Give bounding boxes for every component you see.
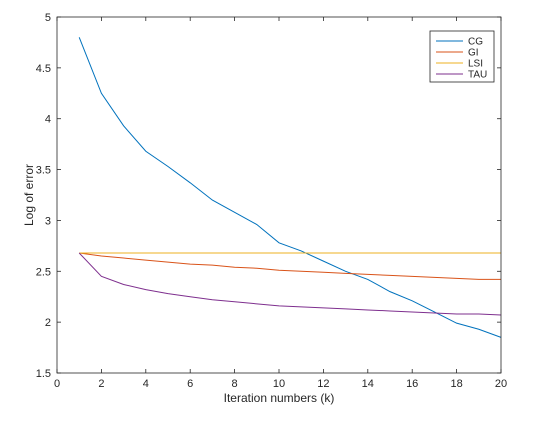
legend-label-tau: TAU [468,70,487,81]
x-axis-label: Iteration numbers (k) [224,391,335,405]
x-tick-label: 12 [317,378,329,390]
x-tick-label: 2 [98,378,104,390]
x-tick-label: 20 [495,378,507,390]
series-lines [78,37,502,338]
series-line-gi [79,252,501,280]
ticks: 0 2 4 6 8 10 12 14 16 18 20 1.5 2 2.5 3 3.5 4 4.5 5 [36,12,507,390]
series-line-tau [78,252,502,316]
x-tick-label: 10 [273,378,285,390]
x-tick-label: 18 [450,378,462,390]
y-tick-label: 4.5 [36,63,51,75]
x-tick-label: 0 [54,378,60,390]
legend-label-gi: GI [468,48,479,59]
series-line-cg [78,37,502,338]
y-tick-label: 5 [45,12,51,24]
y-axis-label: Log of error [22,164,36,226]
y-tick-label: 2 [45,317,51,329]
x-tick-label: 4 [143,378,149,390]
y-tick-label: 3 [45,215,51,227]
x-tick-label: 16 [406,378,418,390]
y-tick-label: 2.5 [36,266,51,278]
x-tick-label: 14 [362,378,374,390]
y-tick-label: 1.5 [36,368,51,380]
y-tick-label: 4 [45,114,51,126]
x-tick-label: 8 [232,378,238,390]
legend-label-cg: CG [468,37,483,48]
legend-label-lsi: LSI [468,59,483,70]
plot-area [57,17,501,373]
x-tick-label: 6 [187,378,193,390]
y-tick-label: 3.5 [36,165,51,177]
